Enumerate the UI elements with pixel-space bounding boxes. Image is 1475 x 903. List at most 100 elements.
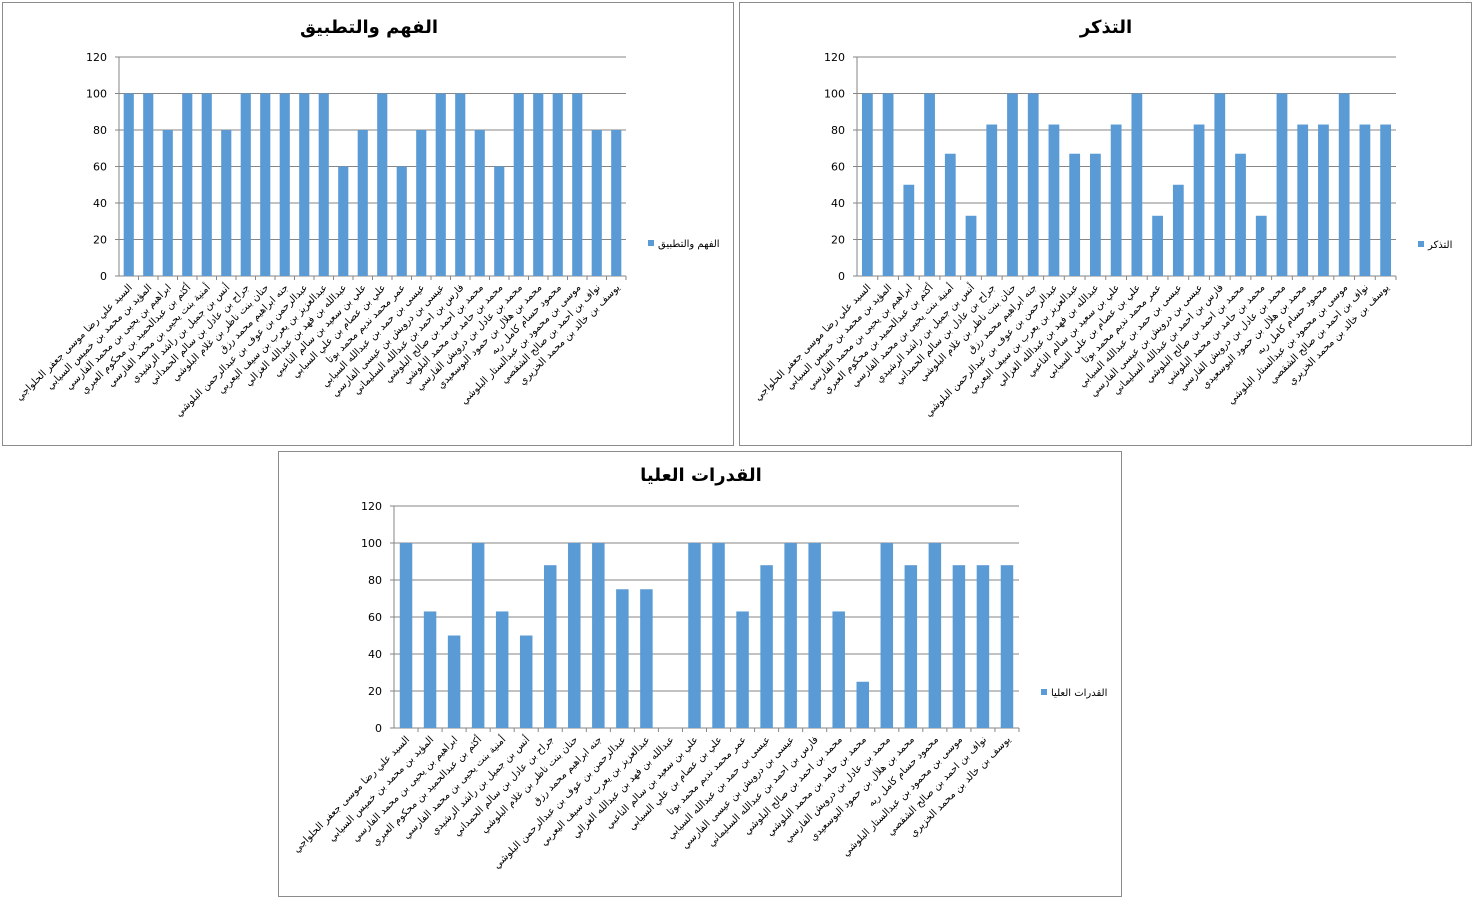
y-tick-label: 20	[93, 234, 107, 247]
bar	[640, 589, 653, 728]
y-tick-label: 100	[361, 537, 382, 550]
bar	[924, 93, 935, 276]
bar	[123, 93, 134, 276]
y-tick-label: 0	[838, 270, 845, 283]
bar	[976, 565, 990, 728]
bar	[552, 93, 563, 276]
bar	[1235, 153, 1246, 276]
bar	[260, 93, 271, 276]
y-tick-label: 60	[93, 161, 107, 174]
bar	[856, 681, 869, 728]
legend-swatch	[1041, 689, 1047, 695]
bar	[455, 93, 466, 276]
bar	[944, 153, 956, 276]
bar	[162, 130, 173, 276]
y-tick-label: 100	[86, 88, 107, 101]
chart-panel-higher-abilities: القدرات العليا 0 20 40 60 80 100 120 السيد علي ر…	[278, 451, 1122, 897]
bar	[1069, 153, 1081, 276]
bar	[952, 565, 966, 728]
bar	[1276, 93, 1288, 276]
bar	[279, 93, 290, 276]
y-tick-label: 80	[368, 574, 382, 587]
bar	[423, 611, 437, 728]
bar	[712, 543, 725, 728]
bar	[616, 589, 629, 728]
bar	[494, 166, 505, 276]
bar	[338, 166, 349, 276]
bar	[1214, 93, 1226, 276]
bar	[544, 565, 557, 728]
bar	[965, 215, 977, 276]
legend-swatch	[648, 240, 654, 246]
legend-label: التذكر	[1427, 240, 1452, 251]
bar	[396, 166, 407, 276]
y-tick-label: 0	[100, 270, 107, 283]
y-tick-label: 120	[361, 500, 382, 513]
bar	[592, 543, 605, 728]
bar	[1359, 124, 1371, 277]
bar	[808, 543, 821, 728]
bar	[299, 93, 310, 276]
bar	[533, 93, 544, 276]
bar	[1297, 124, 1309, 277]
bar	[399, 543, 413, 728]
legend-swatch	[1418, 241, 1424, 247]
bar	[611, 130, 622, 276]
y-tick-label: 20	[831, 234, 845, 247]
chart-panel-understanding: الفهم والتطبيق 0 20 40 60 80 100 120 السيد علي ر…	[2, 2, 734, 446]
legend-label: الفهم والتطبيق	[658, 239, 720, 250]
y-tick-label: 80	[831, 124, 845, 137]
bar	[143, 93, 154, 276]
bar	[1152, 215, 1163, 276]
bar	[1193, 124, 1205, 277]
legend-label: القدرات العليا	[1051, 688, 1107, 699]
y-tick-label: 0	[375, 722, 382, 735]
bar	[1027, 93, 1039, 276]
bar	[474, 130, 485, 276]
chart-title: القدرات العليا	[640, 465, 762, 486]
bar	[1048, 124, 1060, 277]
bar	[1172, 184, 1184, 276]
bar	[416, 130, 427, 276]
bar	[435, 93, 446, 276]
bar	[1380, 124, 1392, 277]
y-tick-label: 60	[368, 611, 382, 624]
y-tick-label: 40	[368, 648, 382, 661]
bar	[1338, 93, 1350, 276]
y-tick-label: 120	[86, 51, 107, 64]
bar	[986, 124, 998, 277]
bar	[591, 130, 602, 276]
bar	[240, 93, 251, 276]
bar	[1255, 215, 1267, 276]
y-tick-label: 40	[831, 197, 845, 210]
bar	[1000, 565, 1014, 728]
bar	[882, 93, 894, 276]
bar	[1090, 153, 1101, 276]
bar	[903, 184, 915, 276]
bar	[357, 130, 368, 276]
bar	[221, 130, 232, 276]
bar	[519, 635, 533, 728]
bar	[1110, 124, 1122, 277]
bar	[568, 543, 581, 728]
bar	[1131, 93, 1143, 276]
bar	[904, 565, 918, 728]
y-tick-label: 80	[93, 124, 107, 137]
bar	[861, 93, 873, 276]
bar	[928, 543, 942, 728]
y-tick-label: 40	[93, 197, 107, 210]
bar	[182, 93, 193, 276]
bar	[760, 565, 773, 728]
bar	[201, 93, 212, 276]
bar	[1318, 124, 1329, 277]
chart-title: الفهم والتطبيق	[300, 17, 438, 38]
bar	[447, 635, 461, 728]
y-tick-label: 60	[831, 161, 845, 174]
bar	[1007, 93, 1018, 276]
bar	[318, 93, 329, 276]
bar	[513, 93, 524, 276]
bar	[572, 93, 583, 276]
